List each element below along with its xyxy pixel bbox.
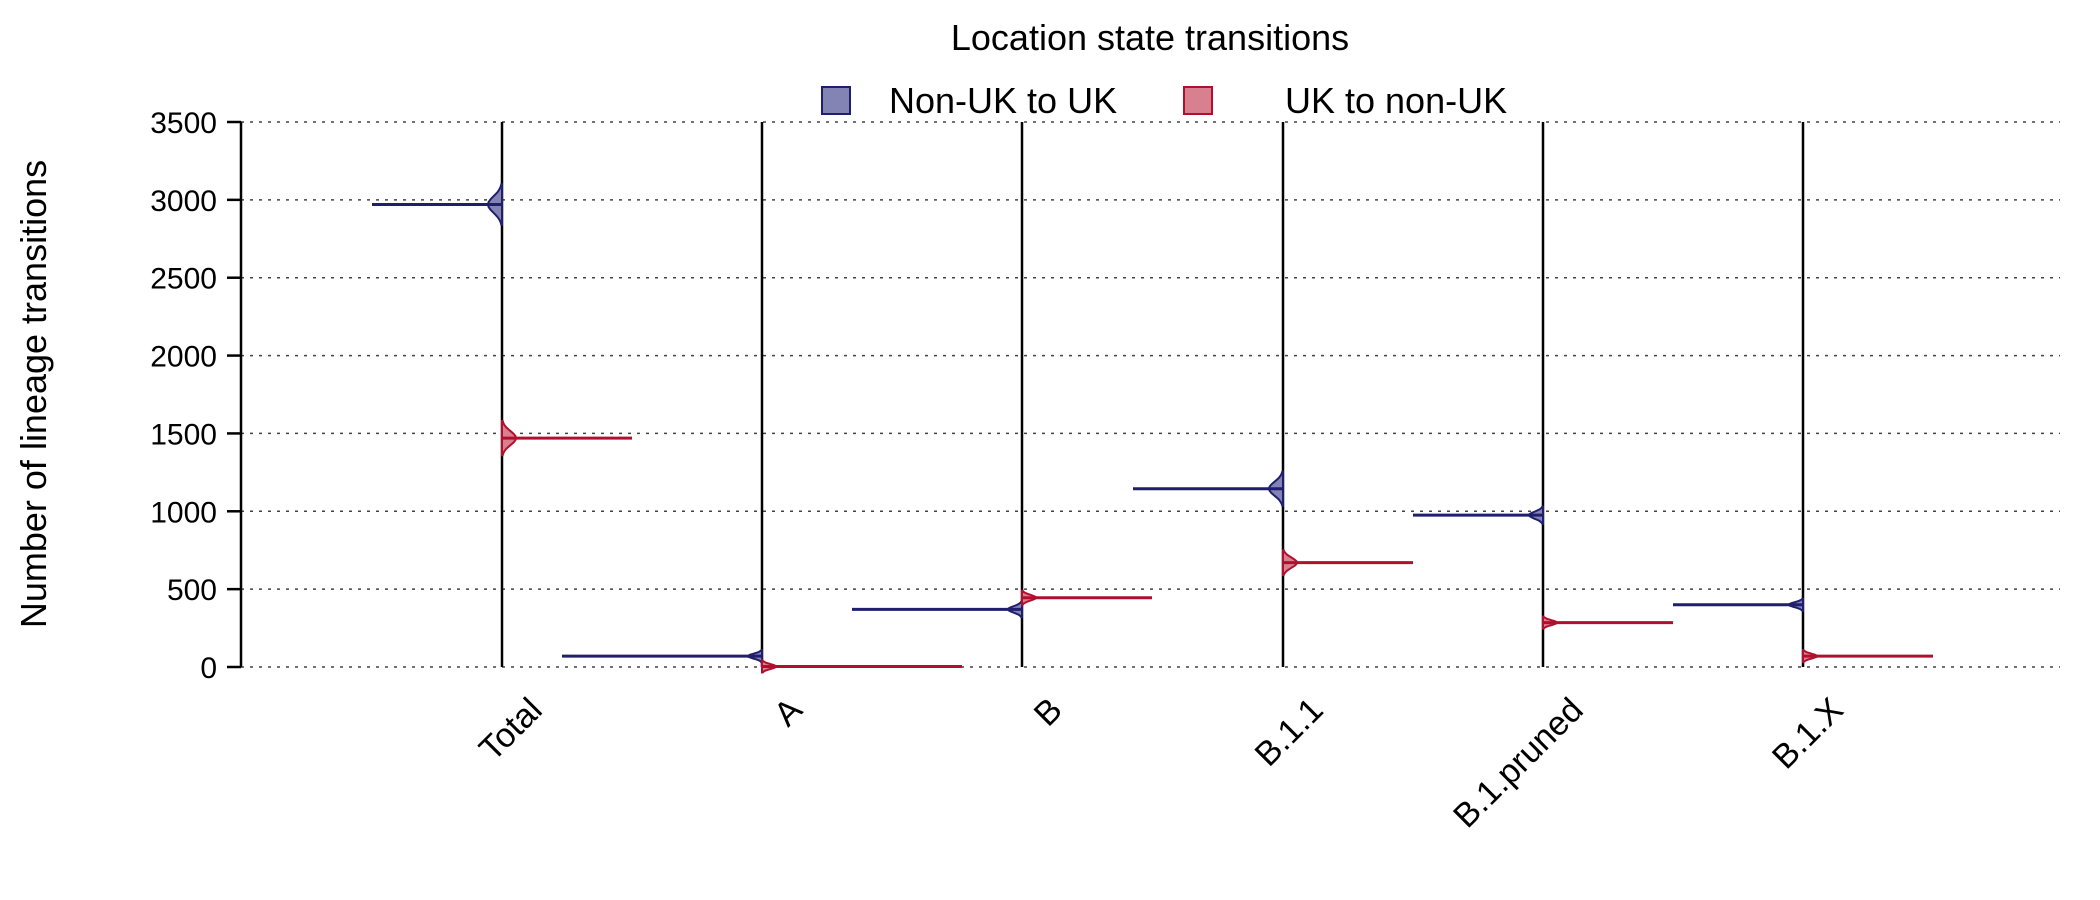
- y-tick-label-0: 0: [200, 652, 217, 685]
- category-label-a: A: [767, 691, 810, 734]
- category-label-b: B: [1027, 691, 1070, 734]
- legend-swatch-non-uk-to-uk: [821, 86, 851, 115]
- y-tick-label-500: 500: [167, 574, 217, 607]
- y-tick-label-2000: 2000: [150, 341, 217, 374]
- category-separators: [500, 122, 1805, 667]
- legend: Non-UK to UK UK to non-UK: [821, 80, 1507, 121]
- chart-title: Location state transitions: [951, 17, 1349, 58]
- y-tick-label-1500: 1500: [150, 418, 217, 451]
- category-label-b-1-pruned: B.1.pruned: [1446, 691, 1591, 836]
- y-tick-label-3500: 3500: [150, 107, 217, 140]
- grid-lines: [241, 121, 2060, 668]
- category-label-total: Total: [472, 691, 550, 769]
- legend-swatch-uk-to-non-uk: [1183, 86, 1213, 115]
- category-labels: Total A B B.1.1 B.1.pruned B.1.X: [472, 691, 1851, 836]
- category-label-b-1-1: B.1.1: [1248, 691, 1331, 774]
- y-tick-label-1000: 1000: [150, 496, 217, 529]
- y-axis: 0 500 1000 1500 2000 2500 3000 3500: [150, 107, 243, 685]
- violins: [372, 183, 1933, 674]
- y-tick-label-2500: 2500: [150, 263, 217, 296]
- legend-label-non-uk-to-uk: Non-UK to UK: [889, 80, 1117, 121]
- legend-label-uk-to-non-uk: UK to non-UK: [1285, 80, 1507, 121]
- y-tick-label-3000: 3000: [150, 185, 217, 218]
- category-label-b-1-x: B.1.X: [1765, 691, 1851, 777]
- y-axis-title: Number of lineage transitions: [13, 160, 54, 628]
